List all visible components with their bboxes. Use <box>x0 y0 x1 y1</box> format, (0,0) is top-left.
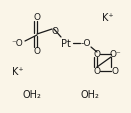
Text: OH₂: OH₂ <box>81 89 99 99</box>
Text: O: O <box>51 27 59 36</box>
Text: O: O <box>34 47 40 56</box>
Text: K⁺: K⁺ <box>12 66 24 76</box>
Text: O: O <box>94 50 100 59</box>
Text: O: O <box>94 67 100 76</box>
Text: Pt: Pt <box>61 39 71 49</box>
Text: O: O <box>111 67 119 76</box>
Text: -O: -O <box>81 39 91 48</box>
Text: K⁺: K⁺ <box>102 13 114 23</box>
Text: O: O <box>34 13 40 22</box>
Text: O⁻: O⁻ <box>109 50 121 59</box>
Text: OH₂: OH₂ <box>23 89 41 99</box>
Text: ⁻O: ⁻O <box>11 39 23 48</box>
